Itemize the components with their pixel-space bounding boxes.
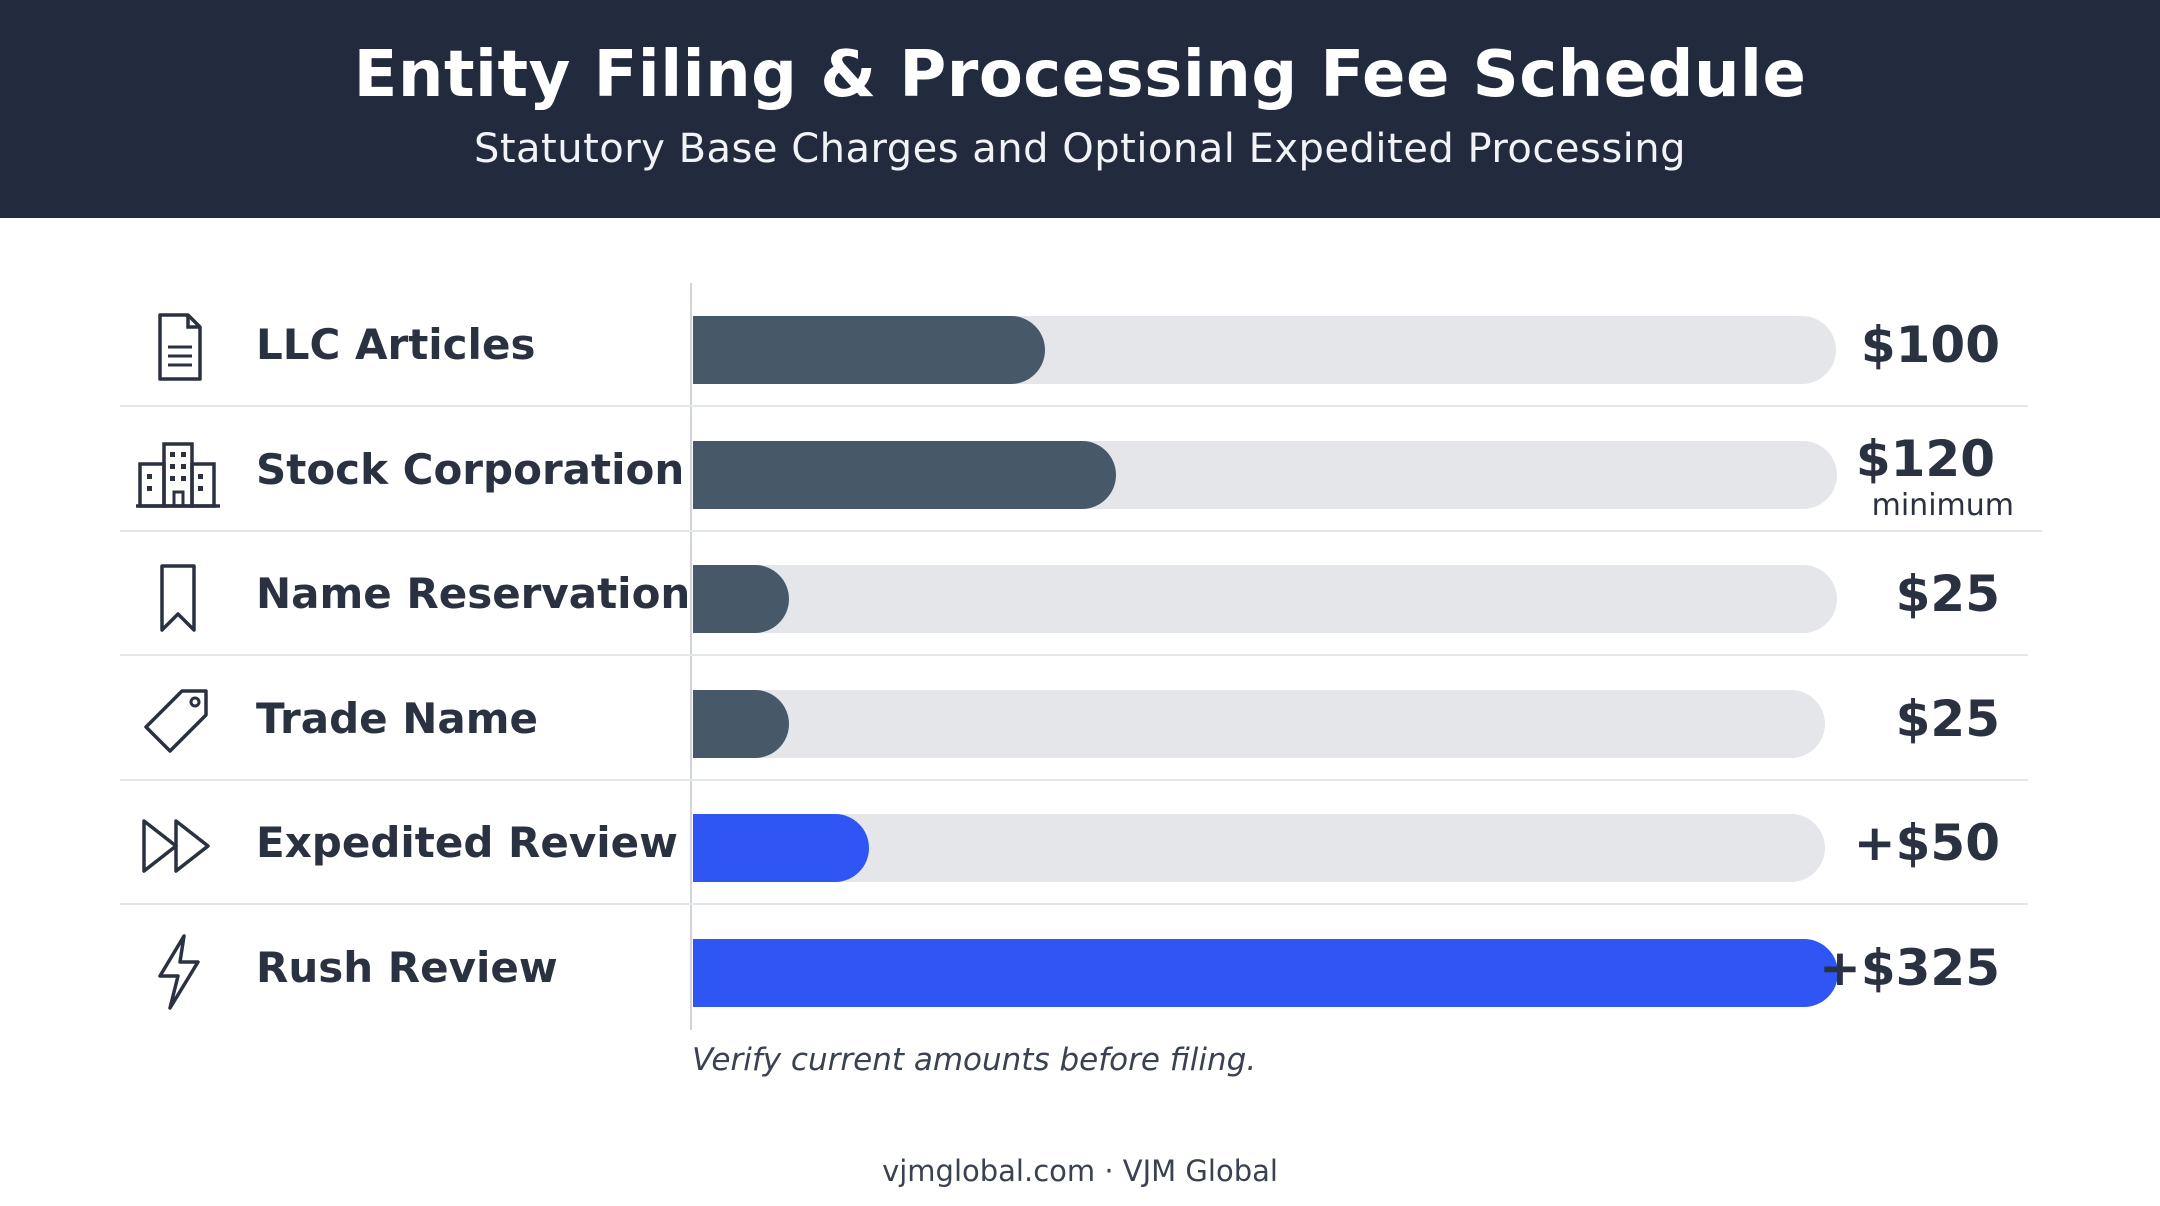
lightning-icon	[134, 932, 222, 1010]
bar	[693, 440, 1116, 509]
row-divider	[120, 903, 2028, 905]
value-label: $120	[1855, 429, 1995, 488]
category-label: Stock Corporation	[256, 444, 685, 494]
tag-icon	[134, 683, 222, 761]
chart-row: Expedited Review +$50	[0, 781, 2160, 905]
fast-forward-icon	[134, 807, 222, 885]
row-divider	[120, 405, 2028, 407]
chart-row: Trade Name $25	[0, 657, 2160, 781]
category-label: Name Reservation	[256, 569, 691, 618]
category-label: Expedited Review	[256, 818, 678, 867]
bar	[693, 565, 789, 633]
bar	[693, 689, 789, 758]
chart-row: Name Reservation $25	[0, 532, 2160, 656]
page-title: Entity Filing & Processing Fee Schedule	[353, 38, 1807, 112]
chart-row: Rush Review +$325	[0, 906, 2160, 1030]
value-label: +$325	[1818, 938, 2000, 997]
row-divider	[120, 778, 2028, 781]
category-label: Rush Review	[256, 942, 558, 992]
bar-track	[693, 814, 1825, 882]
document-icon	[134, 309, 222, 387]
row-divider	[120, 654, 2028, 656]
header-banner: Entity Filing & Processing Fee Schedule …	[0, 0, 2160, 218]
source-credit: vjmglobal.com · VJM Global	[882, 1154, 1278, 1188]
bookmark-icon	[134, 558, 222, 636]
value-label: $100	[1860, 316, 2000, 374]
bar-track	[693, 689, 1825, 758]
footnote: Verify current amounts before filing.	[692, 1042, 1257, 1078]
row-divider	[120, 529, 2042, 532]
building-icon	[134, 434, 222, 512]
value-label: +$50	[1853, 814, 2000, 872]
category-label: LLC Articles	[256, 320, 536, 369]
bar	[693, 316, 1046, 384]
value-note: minimum	[1871, 487, 2014, 523]
bar	[693, 938, 1838, 1007]
bar-track	[693, 565, 1837, 633]
page-subtitle: Statutory Base Charges and Optional Expe…	[473, 126, 1687, 172]
chart-row: LLC Articles $100	[0, 283, 2160, 407]
chart-axis-line	[690, 283, 692, 1030]
bar	[693, 814, 870, 882]
value-label: $25	[1895, 689, 2000, 748]
category-label: Trade Name	[256, 693, 539, 743]
chart-row: Stock Corporation $120 minimum	[0, 408, 2160, 532]
value-label: $25	[1895, 565, 2000, 623]
